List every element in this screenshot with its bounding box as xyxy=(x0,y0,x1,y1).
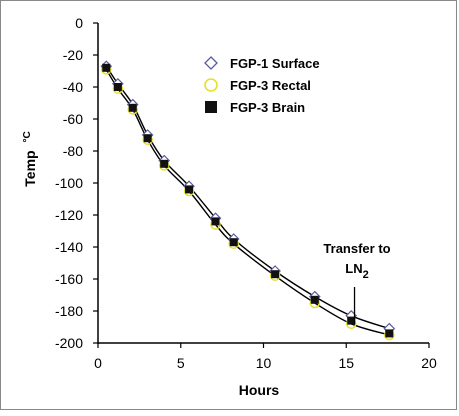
data-point-fgp-3-brain xyxy=(229,238,238,247)
y-tick-label: -20 xyxy=(63,47,83,63)
data-point-fgp-3-brain xyxy=(185,185,194,194)
legend-label: FGP-3 Brain xyxy=(230,100,305,115)
x-tick-label: 0 xyxy=(94,355,102,371)
y-tick-label: -100 xyxy=(55,175,83,191)
y-tick-label: 0 xyxy=(75,15,83,31)
y-axis-label-unit: °C xyxy=(22,131,33,142)
data-point-fgp-3-brain xyxy=(385,329,394,338)
data-point-fgp-3-brain xyxy=(143,134,152,143)
data-marks xyxy=(100,60,396,341)
data-point-fgp-3-brain xyxy=(211,217,220,226)
data-point-fgp-3-brain xyxy=(310,295,319,304)
legend-label: FGP-1 Surface xyxy=(230,56,320,71)
axes xyxy=(97,23,429,344)
y-axis-label-text: Temp xyxy=(22,150,38,186)
y-axis-title: Temp °C xyxy=(22,131,38,186)
y-axis-label: Temp °C xyxy=(22,131,38,186)
data-point-fgp-3-brain xyxy=(113,83,122,91)
annotation-formula-base: LN xyxy=(345,261,362,276)
data-point-fgp-3-brain xyxy=(347,316,356,325)
data-point-fgp-3-brain xyxy=(102,63,111,72)
ticks: 0 -20 -40 -60 -80 -100 -120 -140 -160 -180 -200 0 5 1… xyxy=(55,15,437,371)
legend-marker-square xyxy=(205,101,217,113)
y-tick-label: -40 xyxy=(63,79,83,95)
legend-marker-diamond xyxy=(204,56,218,70)
data-point-fgp-3-brain xyxy=(271,270,280,279)
y-tick-label: -60 xyxy=(63,111,83,127)
annotation-text: Transfer to xyxy=(323,241,390,256)
annotation-formula-subscript: 2 xyxy=(363,269,369,281)
y-tick-label: -140 xyxy=(55,239,83,255)
y-tick-label: -200 xyxy=(55,335,83,351)
y-tick-label: -160 xyxy=(55,271,83,287)
annotation-formula: LN2 xyxy=(345,261,368,281)
x-tick-label: 5 xyxy=(177,355,185,371)
legend-marker-circle xyxy=(204,78,218,92)
legend: FGP-1 Surface FGP-3 Rectal FGP-3 Brain xyxy=(204,56,320,115)
legend-label: FGP-3 Rectal xyxy=(230,78,311,93)
y-tick-label: -180 xyxy=(55,303,83,319)
x-tick-label: 15 xyxy=(338,355,354,371)
x-tick-label: 20 xyxy=(421,355,437,371)
data-point-fgp-3-brain xyxy=(128,103,137,112)
annotation: Transfer to LN2 xyxy=(323,241,391,324)
x-tick-label: 10 xyxy=(256,355,272,371)
y-tick-label: -80 xyxy=(63,143,83,159)
x-axis-label: Hours xyxy=(239,382,280,398)
data-point-fgp-3-brain xyxy=(160,159,169,168)
y-tick-label: -120 xyxy=(55,207,83,223)
